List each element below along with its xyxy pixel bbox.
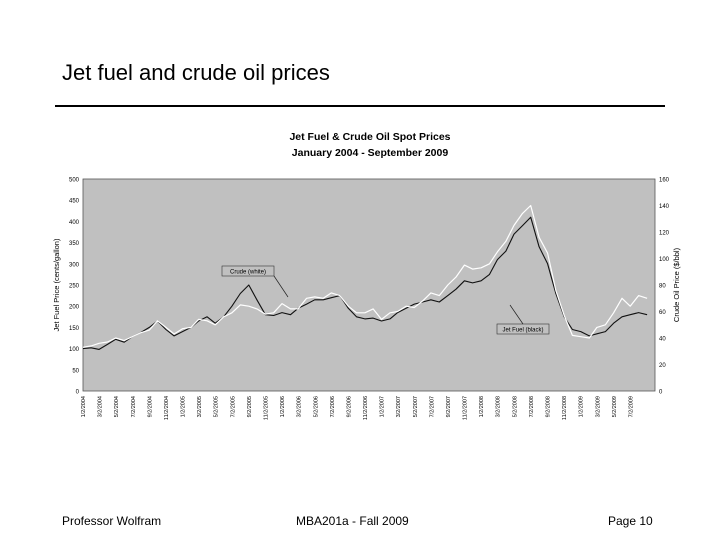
x-tick-label: 7/2/2008 (529, 396, 535, 417)
right-axis-ticks: 0 20 40 60 80 100 120 140 160 (659, 178, 670, 396)
footer-author: Professor Wolfram (62, 514, 162, 528)
chart-title: Jet Fuel & Crude Oil Spot Prices (289, 131, 450, 143)
title-divider (55, 105, 665, 107)
plot-area (82, 178, 656, 392)
y-tick-label: 200 (69, 305, 80, 311)
footer-page-number: Page 10 (608, 514, 653, 528)
x-tick-label: 9/2/2007 (446, 396, 452, 417)
crude-annotation-pointer (273, 275, 289, 298)
y2-tick-label: 20 (659, 363, 666, 369)
y2-tick-label: 0 (659, 390, 663, 396)
crude-annotation-label: Crude (white) (230, 270, 266, 276)
x-tick-label: 1/2/2009 (579, 396, 585, 417)
y-tick-label: 0 (76, 390, 80, 396)
jet-fuel-annotation-pointer (509, 304, 524, 325)
x-tick-label: 3/2/2006 (297, 396, 303, 417)
x-tick-label: 3/2/2009 (595, 396, 601, 417)
x-tick-label: 7/2/2007 (429, 396, 435, 417)
x-tick-label: 5/2/2008 (512, 396, 518, 417)
y2-tick-label: 120 (659, 231, 670, 237)
y2-tick-label: 140 (659, 204, 670, 210)
y2-tick-label: 100 (659, 257, 670, 263)
x-tick-label: 1/2/2004 (81, 396, 87, 417)
x-tick-label: 3/2/2005 (197, 396, 203, 417)
y-tick-label: 50 (72, 368, 79, 374)
annotations: Crude (white) Jet Fuel (black) (221, 265, 550, 335)
crude-annotation-box (221, 265, 275, 277)
y-tick-label: 150 (69, 326, 80, 332)
x-tick-label: 11/2/2004 (164, 396, 170, 420)
footer-course: MBA201a - Fall 2009 (296, 514, 409, 528)
x-tick-label: 1/2/2008 (479, 396, 485, 417)
y-tick-label: 450 (69, 199, 80, 205)
y-tick-label: 300 (69, 262, 80, 268)
series-layer (82, 204, 648, 350)
x-tick-label: 1/2/2005 (181, 396, 187, 417)
jet-fuel-series-line (82, 216, 648, 350)
x-tick-label: 3/2/2008 (496, 396, 502, 417)
x-tick-label: 7/2/2004 (131, 396, 137, 417)
x-tick-label: 7/2/2009 (628, 396, 634, 417)
y-tick-label: 100 (69, 347, 80, 353)
y-tick-label: 250 (69, 284, 80, 290)
x-tick-label: 5/2/2004 (114, 396, 120, 417)
x-tick-label: 11/2/2007 (463, 396, 469, 420)
y2-tick-label: 40 (659, 337, 666, 343)
x-tick-label: 1/2/2006 (280, 396, 286, 417)
x-tick-label: 5/2/2006 (313, 396, 319, 417)
y2-tick-label: 80 (659, 284, 666, 290)
x-tick-label: 3/2/2007 (396, 396, 402, 417)
x-tick-label: 9/2/2005 (247, 396, 253, 417)
y-tick-label: 500 (69, 178, 80, 184)
x-tick-label: 5/2/2009 (612, 396, 618, 417)
x-tick-label: 9/2/2004 (147, 396, 153, 417)
slide-title: Jet fuel and crude oil prices (62, 60, 330, 85)
crude-series-line (82, 204, 648, 348)
x-tick-label: 7/2/2005 (230, 396, 236, 417)
x-tick-label: 7/2/2006 (330, 396, 336, 417)
x-tick-label: 11/2/2008 (562, 396, 568, 420)
x-tick-label: 5/2/2005 (214, 396, 220, 417)
x-axis-ticks: 1/2/2004 3/2/2004 5/2/2004 7/2/2004 9/2/2004… (81, 396, 634, 420)
y2-axis-label: Crude Oil Price ($/bbl) (672, 247, 681, 322)
y2-tick-label: 160 (659, 178, 670, 184)
jet-fuel-annotation-label: Jet Fuel (black) (502, 328, 543, 334)
x-tick-label: 1/2/2007 (380, 396, 386, 417)
x-tick-label: 3/2/2004 (98, 396, 104, 417)
left-axis-ticks: 0 50 100 150 200 250 300 350 400 450 500 (69, 178, 80, 396)
y-tick-label: 350 (69, 241, 80, 247)
y2-tick-label: 60 (659, 310, 666, 316)
y-tick-label: 400 (69, 220, 80, 226)
x-tick-label: 9/2/2008 (546, 396, 552, 417)
x-tick-label: 5/2/2007 (413, 396, 419, 417)
y-axis-label: Jet Fuel Price (cents/gallon) (52, 238, 61, 331)
x-tick-label: 11/2/2006 (363, 396, 369, 420)
x-tick-label: 11/2/2005 (263, 396, 269, 420)
chart-subtitle: January 2004 - September 2009 (292, 147, 449, 159)
x-tick-label: 9/2/2006 (346, 396, 352, 417)
